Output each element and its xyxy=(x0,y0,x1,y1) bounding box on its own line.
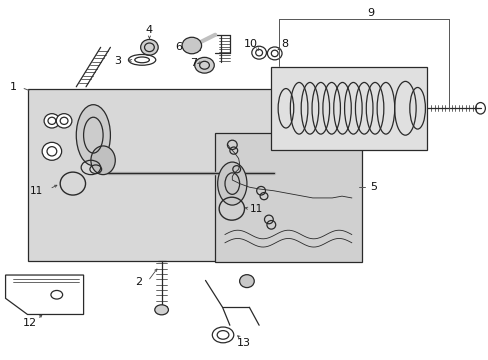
Ellipse shape xyxy=(141,40,158,55)
Ellipse shape xyxy=(44,114,60,128)
Ellipse shape xyxy=(56,114,72,128)
Text: 11: 11 xyxy=(249,204,263,214)
Text: 13: 13 xyxy=(236,338,250,348)
Ellipse shape xyxy=(239,275,254,288)
Polygon shape xyxy=(215,134,361,262)
Text: 12: 12 xyxy=(23,319,37,328)
Text: 7: 7 xyxy=(189,58,197,68)
Text: 4: 4 xyxy=(145,25,153,35)
Ellipse shape xyxy=(76,105,110,166)
Ellipse shape xyxy=(155,305,168,315)
Text: 11: 11 xyxy=(30,186,43,196)
Polygon shape xyxy=(27,89,281,261)
Text: 3: 3 xyxy=(114,55,121,66)
Text: 5: 5 xyxy=(369,182,376,192)
Text: 8: 8 xyxy=(280,40,287,49)
Text: 9: 9 xyxy=(367,8,374,18)
Text: 6: 6 xyxy=(175,42,182,52)
Text: 10: 10 xyxy=(243,39,257,49)
Text: 1: 1 xyxy=(9,82,17,92)
Polygon shape xyxy=(271,67,427,149)
Ellipse shape xyxy=(182,37,201,54)
Ellipse shape xyxy=(91,146,115,175)
Ellipse shape xyxy=(42,142,61,160)
Ellipse shape xyxy=(194,57,214,73)
Ellipse shape xyxy=(217,162,246,205)
Text: 2: 2 xyxy=(134,277,142,287)
